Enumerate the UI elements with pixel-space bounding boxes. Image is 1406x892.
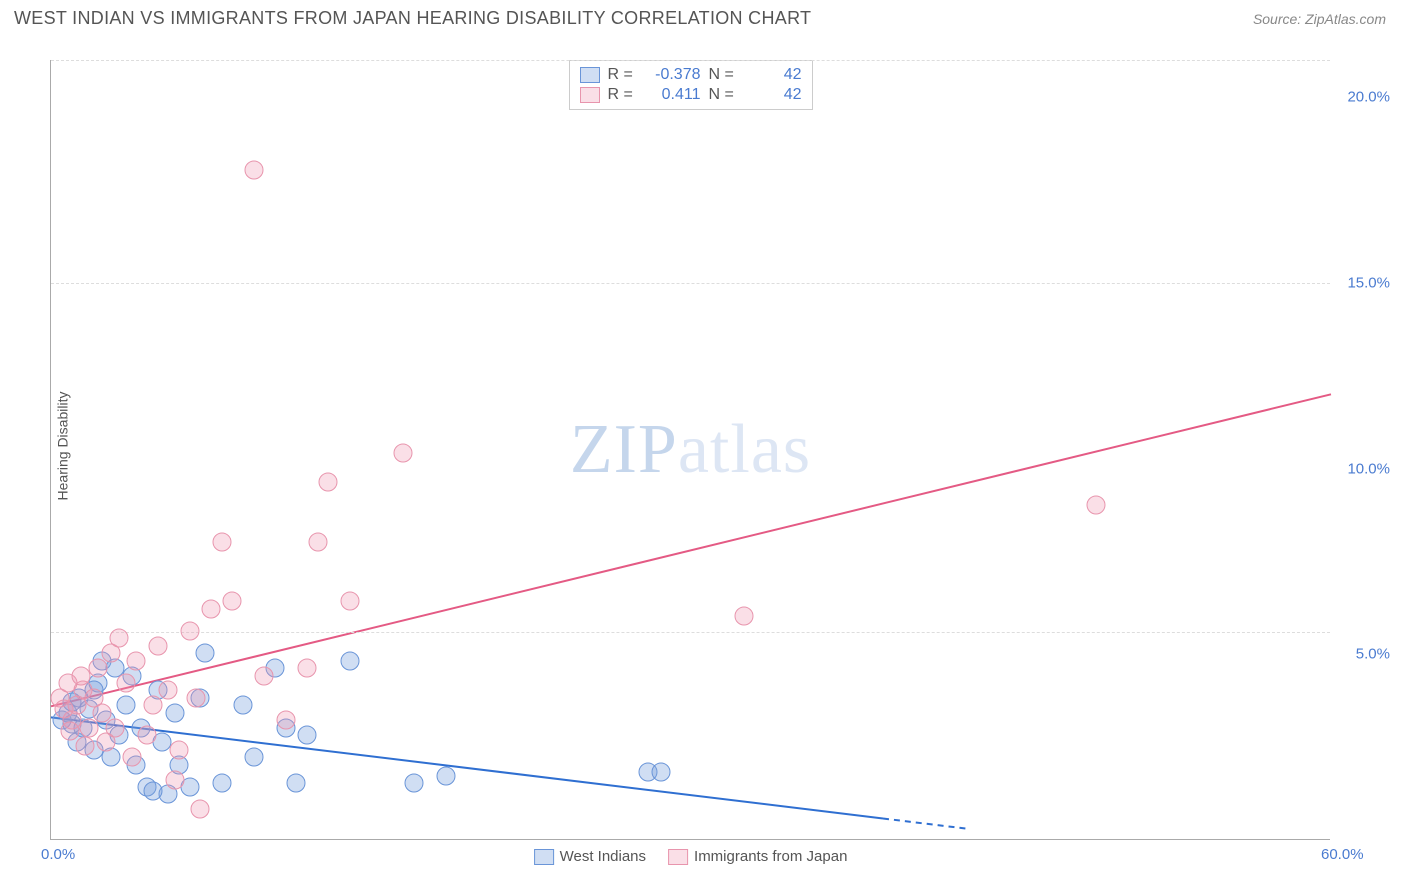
scatter-point xyxy=(212,774,231,793)
y-tick-label: 20.0% xyxy=(1347,89,1390,106)
scatter-point xyxy=(138,726,157,745)
scatter-point xyxy=(116,674,135,693)
legend-item-blue: West Indians xyxy=(534,848,646,865)
scatter-point xyxy=(127,651,146,670)
y-tick-label: 10.0% xyxy=(1347,460,1390,477)
scatter-point xyxy=(244,161,263,180)
grid-line xyxy=(51,60,1330,61)
grid-line xyxy=(51,283,1330,284)
scatter-point xyxy=(212,532,231,551)
y-tick-label: 5.0% xyxy=(1356,646,1390,663)
scatter-point xyxy=(110,629,129,648)
chart-source: Source: ZipAtlas.com xyxy=(1253,11,1386,27)
grid-line xyxy=(51,632,1330,633)
scatter-point xyxy=(1087,495,1106,514)
scatter-point xyxy=(191,800,210,819)
scatter-point xyxy=(340,651,359,670)
scatter-point xyxy=(144,781,163,800)
scatter-point xyxy=(97,733,116,752)
scatter-point xyxy=(234,696,253,715)
legend-row-pink: R = 0.411 N = 42 xyxy=(580,85,802,105)
correlation-legend: R = -0.378 N = 42 R = 0.411 N = 42 xyxy=(569,60,813,110)
x-tick-label: 60.0% xyxy=(1321,846,1364,863)
chart-plot-area: ZIPatlas R = -0.378 N = 42 R = 0.411 N =… xyxy=(50,60,1330,840)
scatter-point xyxy=(652,763,671,782)
legend-swatch-blue xyxy=(580,67,600,83)
legend-swatch-blue-icon xyxy=(534,849,554,865)
scatter-point xyxy=(76,737,95,756)
scatter-point xyxy=(298,659,317,678)
scatter-point xyxy=(244,748,263,767)
legend-item-pink: Immigrants from Japan xyxy=(668,848,847,865)
scatter-point xyxy=(255,666,274,685)
scatter-point xyxy=(148,636,167,655)
scatter-point xyxy=(298,726,317,745)
legend-swatch-pink-icon xyxy=(668,849,688,865)
chart-title: WEST INDIAN VS IMMIGRANTS FROM JAPAN HEA… xyxy=(14,8,811,29)
scatter-point xyxy=(223,592,242,611)
legend-row-blue: R = -0.378 N = 42 xyxy=(580,65,802,85)
y-tick-label: 15.0% xyxy=(1347,274,1390,291)
scatter-point xyxy=(159,681,178,700)
scatter-point xyxy=(165,703,184,722)
scatter-point xyxy=(80,718,99,737)
scatter-point xyxy=(187,688,206,707)
scatter-point xyxy=(287,774,306,793)
watermark: ZIPatlas xyxy=(570,410,811,490)
scatter-point xyxy=(404,774,423,793)
chart-header: WEST INDIAN VS IMMIGRANTS FROM JAPAN HEA… xyxy=(0,0,1406,33)
scatter-point xyxy=(165,770,184,789)
scatter-point xyxy=(340,592,359,611)
scatter-point xyxy=(144,696,163,715)
scatter-point xyxy=(195,644,214,663)
scatter-point xyxy=(71,666,90,685)
scatter-point xyxy=(116,696,135,715)
scatter-point xyxy=(123,748,142,767)
legend-swatch-pink xyxy=(580,87,600,103)
scatter-point xyxy=(88,659,107,678)
scatter-point xyxy=(170,740,189,759)
scatter-point xyxy=(319,473,338,492)
series-legend: West Indians Immigrants from Japan xyxy=(534,848,848,865)
scatter-point xyxy=(308,532,327,551)
x-tick-label: 0.0% xyxy=(41,846,75,863)
scatter-point xyxy=(436,766,455,785)
scatter-point xyxy=(394,443,413,462)
trend-lines-svg xyxy=(51,60,1330,839)
scatter-point xyxy=(735,607,754,626)
scatter-point xyxy=(202,599,221,618)
scatter-point xyxy=(61,722,80,741)
scatter-point xyxy=(276,711,295,730)
scatter-point xyxy=(180,622,199,641)
